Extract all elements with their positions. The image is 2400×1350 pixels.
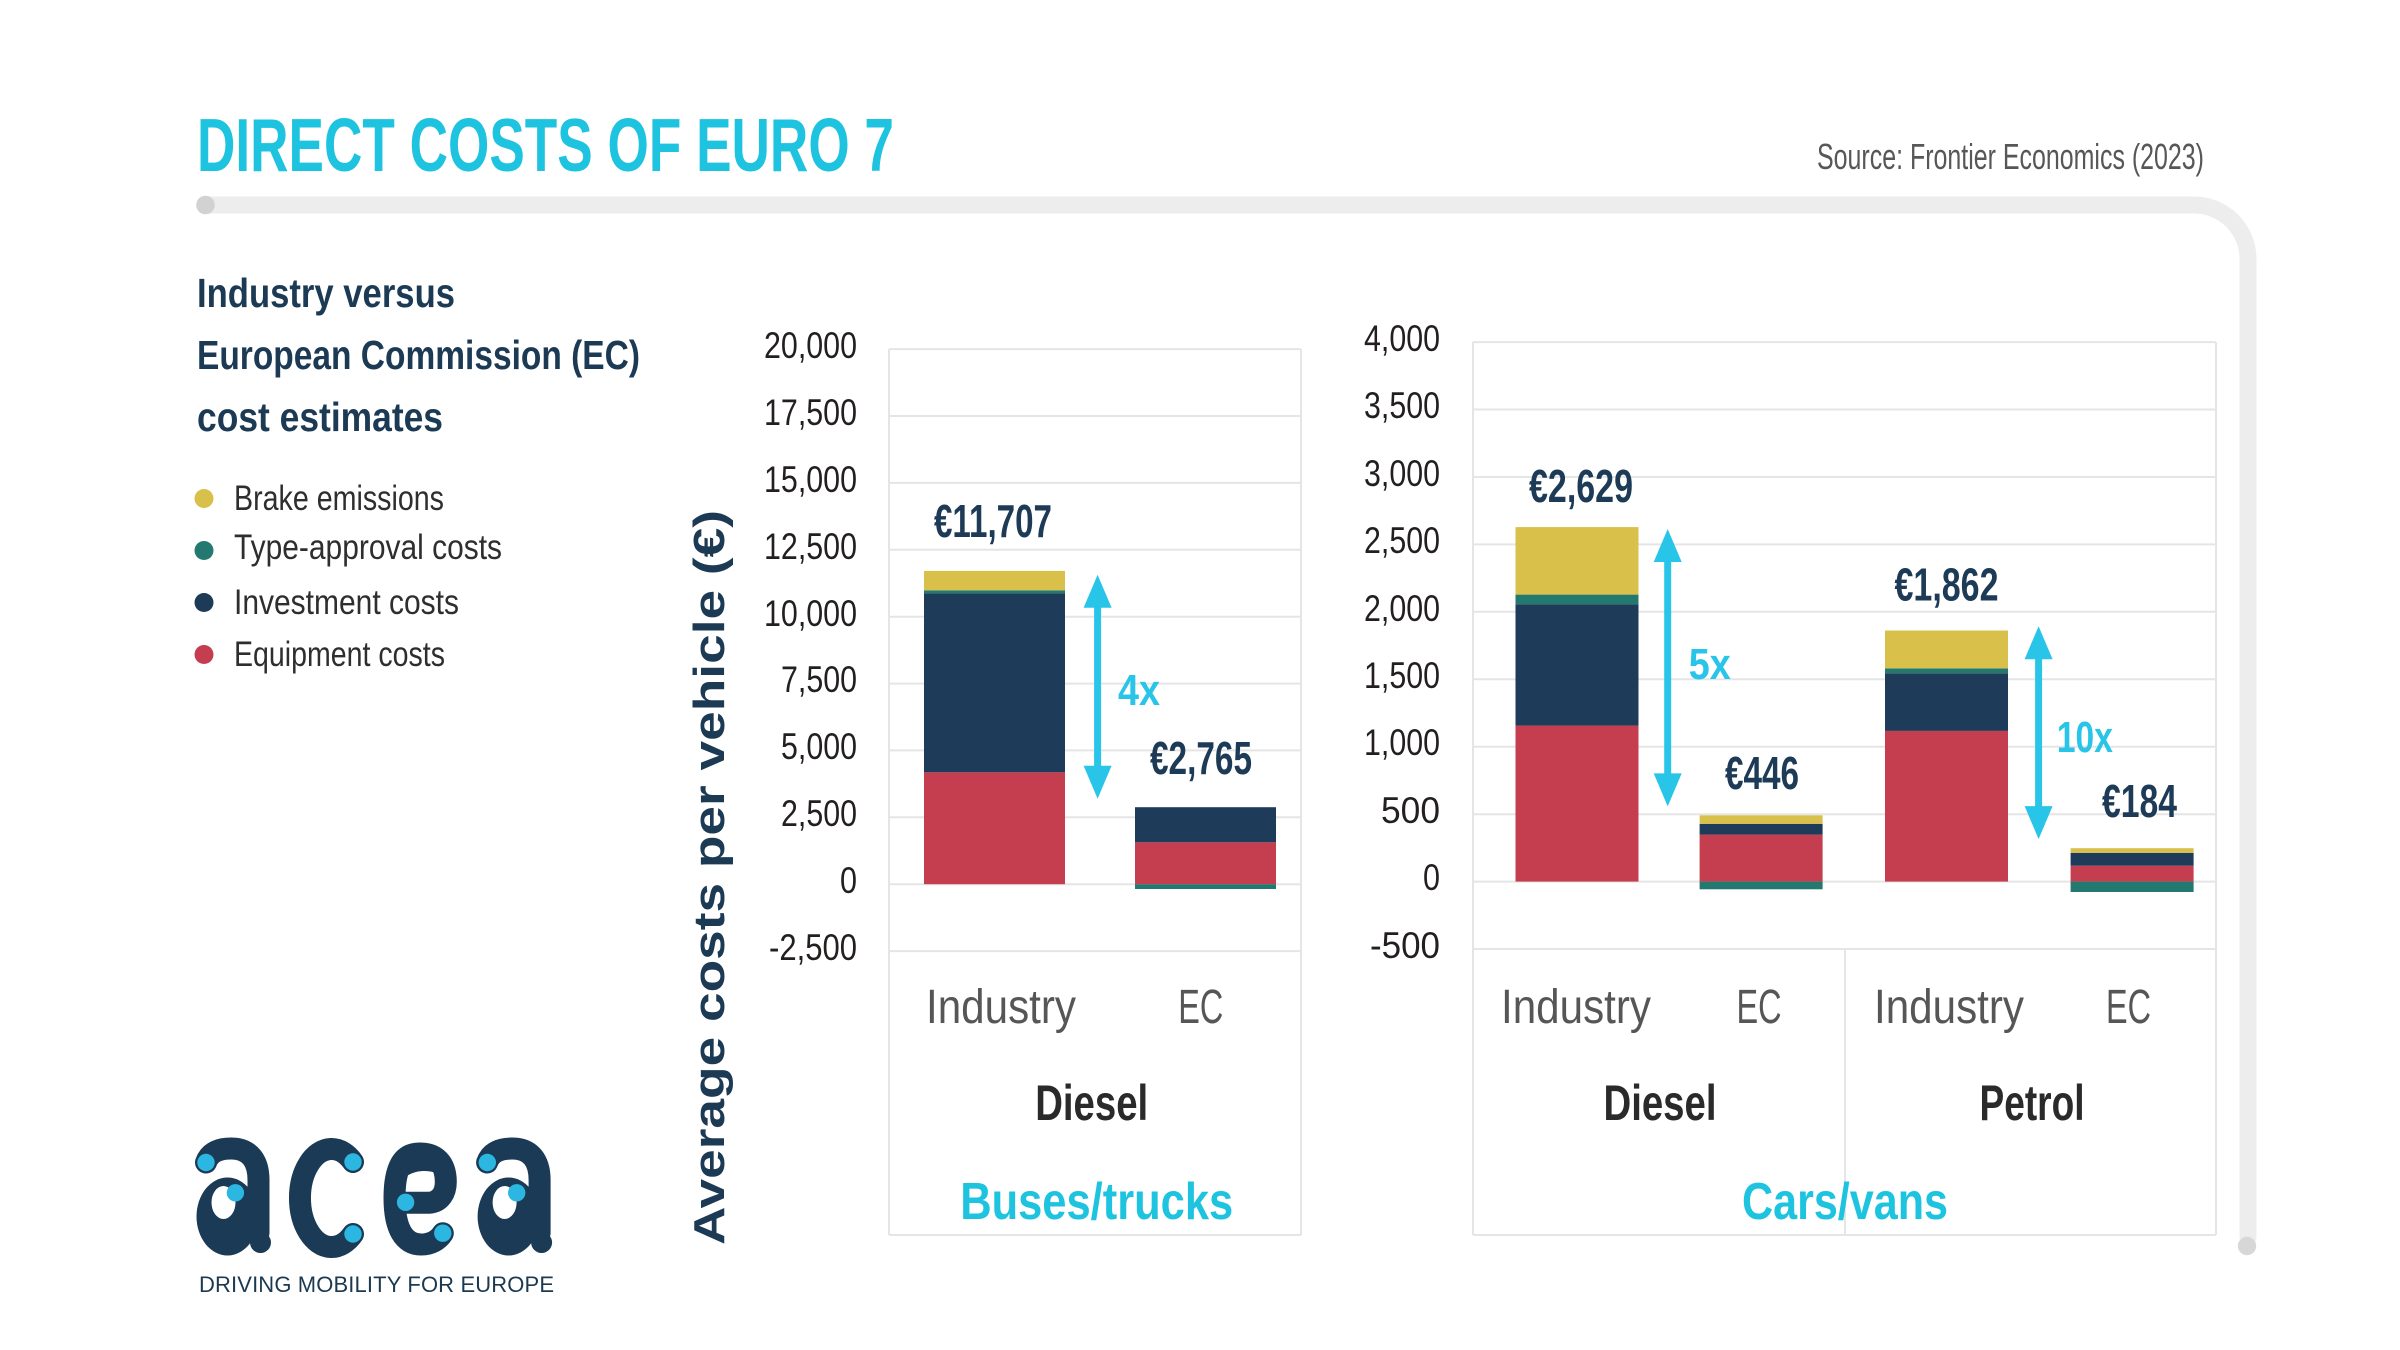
svg-text:7,500: 7,500: [781, 659, 857, 700]
svg-text:-500: -500: [1370, 925, 1440, 966]
svg-text:Petrol: Petrol: [1980, 1075, 2085, 1131]
svg-text:€2,629: €2,629: [1529, 460, 1633, 512]
svg-text:12,500: 12,500: [764, 526, 857, 567]
svg-text:20,000: 20,000: [764, 325, 857, 366]
svg-text:3,000: 3,000: [1364, 453, 1440, 494]
svg-text:EC: EC: [2106, 981, 2151, 1034]
svg-text:0: 0: [1423, 857, 1440, 898]
svg-text:Diesel: Diesel: [1604, 1075, 1717, 1131]
svg-text:Type-approval costs: Type-approval costs: [234, 528, 502, 567]
svg-text:DRIVING MOBILITY FOR EUROPE: DRIVING MOBILITY FOR EUROPE: [199, 1272, 554, 1297]
svg-text:€184: €184: [2102, 775, 2177, 827]
svg-text:500: 500: [1381, 790, 1440, 831]
svg-text:European Commission (EC): European Commission (EC): [197, 332, 640, 378]
svg-text:Investment costs: Investment costs: [234, 583, 459, 622]
svg-text:15,000: 15,000: [764, 459, 857, 500]
svg-text:4,000: 4,000: [1364, 318, 1440, 359]
svg-text:5x: 5x: [1689, 640, 1731, 689]
svg-text:5,000: 5,000: [781, 726, 857, 767]
svg-text:Source: Frontier Economics (20: Source: Frontier Economics (2023): [1817, 136, 2204, 177]
svg-text:Average costs per vehicle (€): Average costs per vehicle (€): [685, 510, 734, 1245]
svg-text:-2,500: -2,500: [769, 927, 857, 968]
svg-text:3,500: 3,500: [1364, 385, 1440, 426]
svg-text:cost estimates: cost estimates: [197, 394, 443, 440]
svg-text:1,000: 1,000: [1364, 722, 1440, 763]
svg-text:2,500: 2,500: [1364, 520, 1440, 561]
svg-text:Brake emissions: Brake emissions: [234, 479, 444, 518]
svg-text:EC: EC: [1737, 981, 1782, 1034]
svg-text:€446: €446: [1725, 747, 1799, 799]
svg-text:Diesel: Diesel: [1035, 1075, 1148, 1131]
svg-text:EC: EC: [1178, 981, 1223, 1034]
svg-text:Buses/trucks: Buses/trucks: [960, 1173, 1233, 1231]
svg-text:Industry: Industry: [926, 981, 1076, 1034]
svg-text:Industry: Industry: [1874, 981, 2024, 1034]
svg-text:DIRECT COSTS OF EURO 7: DIRECT COSTS OF EURO 7: [197, 103, 894, 187]
svg-text:Industry versus: Industry versus: [197, 270, 455, 316]
svg-text:Cars/vans: Cars/vans: [1742, 1173, 1948, 1231]
svg-text:2,000: 2,000: [1364, 588, 1440, 629]
svg-text:17,500: 17,500: [764, 392, 857, 433]
svg-text:10x: 10x: [2057, 713, 2113, 762]
svg-text:€2,765: €2,765: [1150, 732, 1252, 784]
svg-text:Industry: Industry: [1501, 981, 1651, 1034]
svg-text:1,500: 1,500: [1364, 655, 1440, 696]
svg-text:€1,862: €1,862: [1895, 559, 1999, 611]
svg-text:10,000: 10,000: [764, 593, 857, 634]
svg-text:Equipment costs: Equipment costs: [234, 635, 445, 674]
svg-text:€11,707: €11,707: [934, 495, 1052, 547]
svg-text:0: 0: [840, 860, 857, 901]
svg-text:2,500: 2,500: [781, 793, 857, 834]
svg-text:4x: 4x: [1118, 666, 1160, 715]
